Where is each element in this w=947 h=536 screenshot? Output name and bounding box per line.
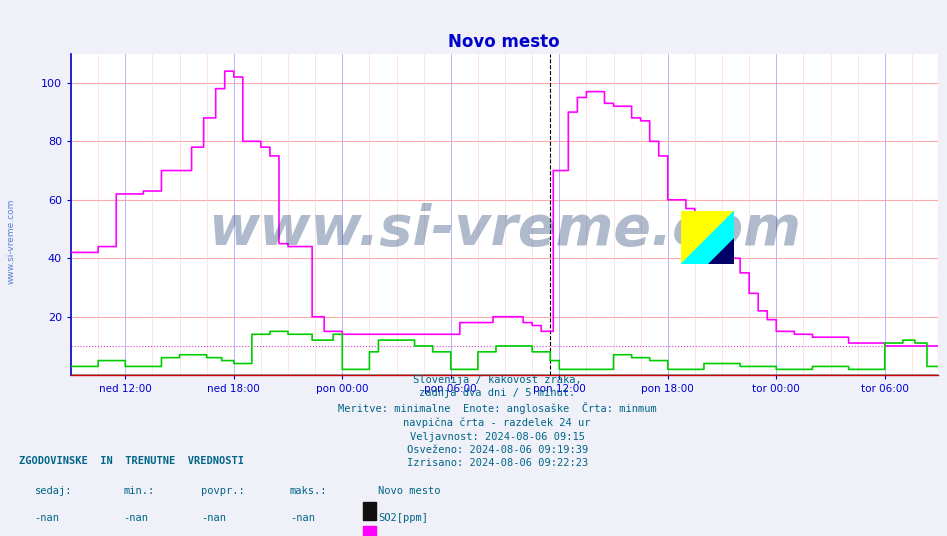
Text: ZGODOVINSKE  IN  TRENUTNE  VREDNOSTI: ZGODOVINSKE IN TRENUTNE VREDNOSTI [19, 456, 244, 466]
Polygon shape [707, 238, 734, 264]
Polygon shape [681, 212, 734, 264]
Text: -nan: -nan [201, 513, 226, 524]
Text: -nan: -nan [123, 513, 148, 524]
Text: -nan: -nan [34, 513, 60, 524]
Text: SO2[ppm]: SO2[ppm] [378, 513, 428, 524]
Text: min.:: min.: [123, 486, 154, 496]
Text: sedaj:: sedaj: [34, 486, 72, 496]
Bar [363, 502, 376, 520]
Polygon shape [681, 212, 734, 264]
Text: Novo mesto: Novo mesto [378, 486, 440, 496]
Bar [363, 526, 376, 536]
Text: Slovenija / kakovost zraka,
zadnja dva dni / 5 minut.
Meritve: minimalne  Enote:: Slovenija / kakovost zraka, zadnja dva d… [338, 375, 656, 468]
Text: povpr.:: povpr.: [201, 486, 245, 496]
Text: www.si-vreme.com: www.si-vreme.com [207, 204, 801, 257]
Text: maks.:: maks.: [290, 486, 328, 496]
Title: Novo mesto: Novo mesto [449, 33, 560, 51]
Text: www.si-vreme.com: www.si-vreme.com [7, 198, 16, 284]
Text: -nan: -nan [290, 513, 314, 524]
